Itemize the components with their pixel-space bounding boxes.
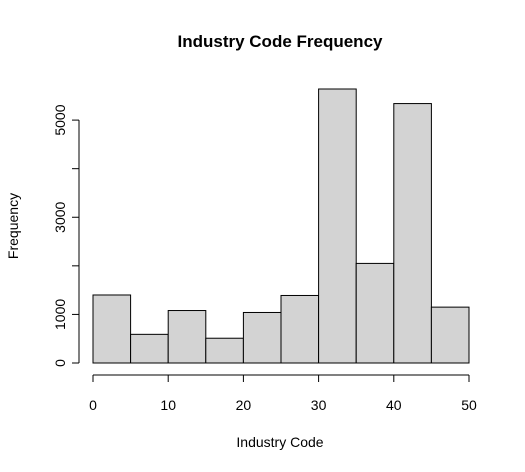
histogram-bar-6 bbox=[319, 89, 357, 363]
x-axis-label: Industry Code bbox=[236, 434, 323, 450]
histogram-bar-0 bbox=[93, 295, 131, 363]
histogram-bar-7 bbox=[356, 263, 394, 363]
y-tick-label-1: 1000 bbox=[52, 299, 68, 330]
x-tick-label-0: 0 bbox=[89, 397, 97, 413]
histogram-bar-1 bbox=[131, 334, 169, 363]
x-tick-label-4: 40 bbox=[386, 397, 402, 413]
y-tick-label-0: 0 bbox=[52, 359, 68, 367]
x-tick-label-1: 10 bbox=[160, 397, 176, 413]
histogram-bar-8 bbox=[394, 104, 432, 363]
x-tick-label-5: 50 bbox=[461, 397, 477, 413]
histogram-bar-9 bbox=[431, 307, 469, 363]
y-axis-label: Frequency bbox=[5, 193, 21, 259]
x-tick-label-3: 30 bbox=[311, 397, 327, 413]
y-tick-label-3: 5000 bbox=[52, 104, 68, 135]
y-tick-label-2: 3000 bbox=[52, 201, 68, 232]
x-axis: 0 10 20 30 40 50 bbox=[89, 375, 477, 413]
x-tick-label-2: 20 bbox=[236, 397, 252, 413]
histogram-bar-5 bbox=[281, 295, 319, 363]
bars-group bbox=[93, 89, 469, 363]
chart-title: Industry Code Frequency bbox=[178, 32, 384, 51]
y-axis: 0 1000 3000 5000 bbox=[52, 104, 79, 367]
histogram-bar-3 bbox=[206, 338, 244, 363]
histogram-bar-4 bbox=[243, 312, 281, 363]
histogram-bar-2 bbox=[168, 311, 206, 363]
